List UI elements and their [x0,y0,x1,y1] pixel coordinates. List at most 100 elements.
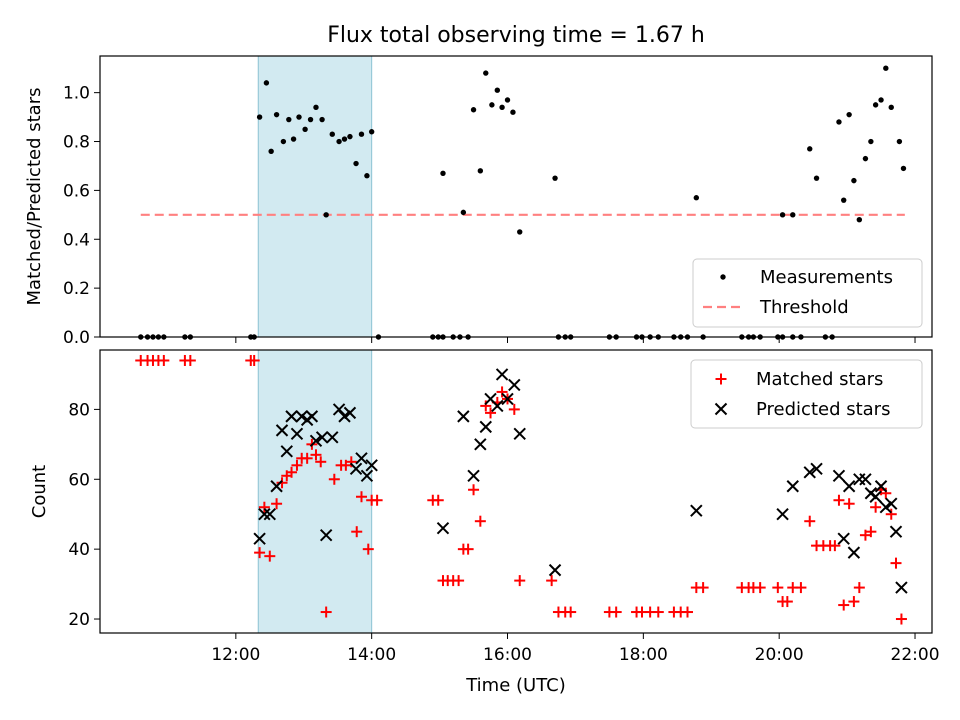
measurement-point [862,155,869,162]
observing-window-shade-bottom [257,349,373,634]
measurement-point [868,138,874,145]
matched-star-point [885,508,897,520]
matched-star-point [681,606,693,618]
measurement-point [460,209,467,216]
predicted-star-point [365,459,378,472]
measurement-point [499,104,505,111]
predicted-star-point [360,469,374,482]
matched-star-point [848,596,860,608]
predicted-star-point [690,504,703,517]
matched-star-point [474,515,486,527]
measurement-point [841,197,847,203]
matched-star-point [258,501,270,513]
time-xtick-label: 18:00 [619,645,668,665]
measurement-point [552,175,558,181]
matched-star-point [480,400,492,412]
predicted-star-point [280,445,293,458]
ratio-axis-ticks: 0.0 0.2 0.4 0.6 0.8 1.0 [63,84,916,348]
matched-star-point [264,550,276,562]
measurement-point [336,138,342,145]
predicted-star-point [776,508,789,521]
legend-matched-marker [715,373,727,385]
measurement-point [846,111,852,118]
predicted-star-point [332,403,346,416]
predicted-star-point [258,508,271,521]
measurement-point [319,116,325,123]
measurement-point [896,138,903,145]
predicted-star-point [290,427,304,441]
predicted-star-point [513,427,526,441]
observing-window-band [257,55,373,338]
observing-window-shade-top [257,55,373,338]
matched-star-point [833,494,845,506]
predicted-star-point [349,462,363,475]
matched-star-point [546,575,558,587]
ratio-panel: 0.0 0.2 0.4 0.6 0.8 1.0 Matched/Predicted sta… [24,55,933,348]
legend-predicted-label: Predicted stars [756,399,890,420]
measurement-point [353,160,359,167]
predicted-star-point [508,378,521,392]
matched-star-point [843,498,855,510]
ratio-legend-box [692,258,923,328]
matched-star-point [772,582,784,594]
count-panel-frame [99,349,933,634]
matched-star-point [248,354,260,366]
predicted-star-point [275,424,289,437]
matched-star-point [462,543,474,555]
time-x-axis-label: Time (UTC) [465,675,566,696]
matched-star-point [895,613,907,625]
predicted-star-point [355,452,368,465]
predicted-star-point [343,406,357,420]
predicted-star-point [295,410,308,423]
measurement-point [813,175,820,181]
matched-star-point [310,449,322,461]
matched-star-point [291,459,303,471]
measurement-point [302,126,308,133]
predicted-star-point [495,368,509,381]
legend-measurement-marker [720,274,726,280]
matched-star-point [496,386,508,398]
predicted-star-point [319,528,333,542]
predicted-star-point [548,563,562,577]
matched-star-point [838,599,850,611]
predicted-star-point [305,410,319,423]
measurement-point [851,177,857,184]
predicted-star-point [803,466,816,479]
ratio-ytick-label: 0.2 [63,279,90,299]
measurement-point [489,102,495,108]
predicted-star-point [491,399,504,413]
predicted-star-point [853,473,866,486]
matched-star-point [453,575,465,587]
matched-star-point [158,354,170,366]
matched-star-point [781,596,793,608]
predicted-star-point [457,410,470,423]
matched-star-point [276,477,288,489]
observing-window-band [257,349,373,634]
measurement-point [290,136,297,142]
predicted-star-point [847,546,861,559]
measurement-point [510,109,516,115]
matched-star-point [853,582,865,594]
predicted-star-point [869,490,882,503]
predicted-star-point [253,532,266,545]
predicted-star-point [885,497,898,510]
measurement-point [494,87,501,93]
measurement-point [268,148,274,154]
matched-star-point [754,582,766,594]
matched-star-point [351,526,363,538]
measurement-point [856,217,863,223]
predicted-star-point [315,431,329,444]
matched-star-point [432,494,444,506]
time-xtick-label: 12:00 [211,645,260,665]
predicted-star-point [837,532,850,545]
measurement-point [872,102,879,108]
matched-star-point [355,491,367,503]
measurement-point [347,133,353,140]
time-xtick-label: 14:00 [347,645,396,665]
predicted-star-point [810,462,823,475]
matched-star-point [271,498,283,510]
legend-matched-label: Matched stars [756,369,883,390]
ratio-ytick-label: 0.4 [63,230,90,250]
predicted-star-point [842,480,856,493]
